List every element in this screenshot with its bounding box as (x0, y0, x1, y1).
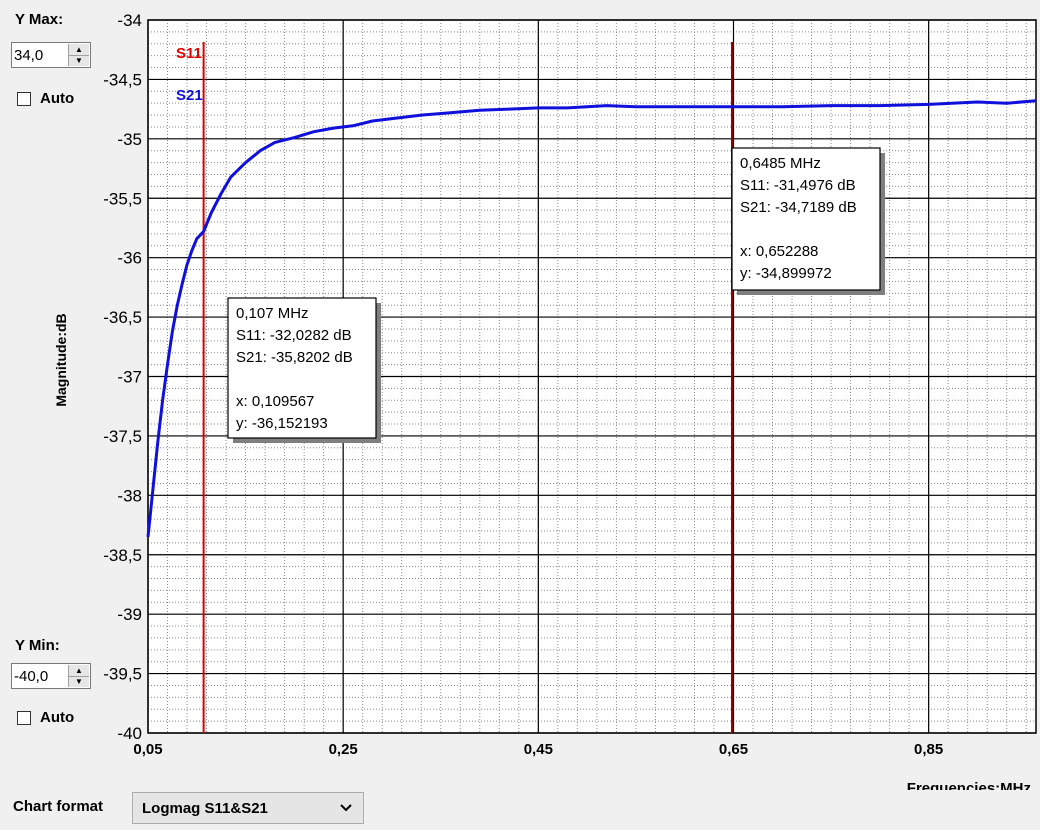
ymax-spin-arrows[interactable]: ▲ ▼ (68, 44, 89, 66)
annotation-line: S11: -32,0282 dB (236, 327, 352, 344)
annotation-line: y: -36,152193 (236, 415, 328, 432)
annotation-panel (227, 297, 377, 439)
y-tick-label: -38 (117, 486, 142, 505)
y-axis-label: Magnitude:dB (53, 313, 69, 406)
y-tick-label: -39 (117, 605, 142, 624)
y-tick-labels: -34 -34,5 -35 -35,5 -36 -36,5 -37 -37,5 -38 -38,5… (103, 11, 142, 743)
spin-down-icon[interactable]: ▼ (75, 676, 83, 686)
y-tick-label: -36 (117, 249, 142, 268)
y-tick-label: -37,5 (103, 427, 142, 446)
annotation-panel (731, 147, 881, 291)
series (146, 99, 1037, 538)
major-grid (147, 19, 1037, 734)
x-tick-label: 0,05 (133, 741, 162, 758)
ymax-input[interactable] (14, 45, 66, 65)
spin-up-icon[interactable]: ▲ (69, 44, 89, 56)
y-tick-label: -36,5 (103, 308, 142, 327)
spin-up-icon[interactable]: ▲ (69, 665, 89, 677)
x-axis-label: Frequencies:MHz (907, 780, 1031, 790)
annotation-line: S21: -35,8202 dB (236, 349, 353, 366)
auto-label: Auto (40, 90, 75, 107)
chart-format-value: Logmag S11&S21 (142, 800, 268, 817)
plot-border (147, 19, 1037, 734)
spin-down-icon[interactable]: ▼ (75, 55, 83, 65)
x-tick-label: 0,25 (329, 741, 358, 758)
y-tick-label: -37 (117, 368, 142, 387)
ymin-spinbox[interactable]: ▲ ▼ (11, 663, 91, 689)
x-tick-label: 0,45 (524, 741, 553, 758)
ymin-spin-arrows[interactable]: ▲ ▼ (68, 665, 89, 687)
chart-format-select[interactable]: Logmag S11&S21 (132, 792, 364, 824)
annotation-line: y: -34,899972 (740, 265, 832, 282)
series-s21-line (146, 99, 1037, 538)
ymax-auto-checkbox[interactable]: Auto (17, 90, 74, 107)
legend-s11: S11 (176, 45, 202, 62)
y-tick-label: -35,5 (103, 189, 142, 208)
x-tick-label: 0,85 (914, 741, 943, 758)
y-tick-label: -34 (117, 11, 142, 30)
y-tick-label: -34,5 (103, 70, 142, 89)
annotation-box: 0,6485 MHz S11: -31,4976 dB S21: -34,7189 … (731, 147, 885, 295)
x-tick-labels: 0,05 0,25 0,45 0,65 0,85 (133, 741, 943, 758)
chart-format-label: Chart format (13, 798, 104, 815)
annotation-line: x: 0,109567 (236, 393, 314, 410)
annotation-line: 0,6485 MHz (740, 155, 821, 172)
ymin-label: Y Min: (15, 637, 60, 654)
y-tick-label: -35 (117, 130, 142, 149)
annotation-line: S11: -31,4976 dB (740, 177, 856, 194)
checkbox-icon[interactable] (17, 710, 31, 725)
annotation-box: 0,107 MHz S11: -32,0282 dB S21: -35,8202 d… (227, 297, 381, 443)
ymin-input[interactable] (14, 666, 66, 686)
ymax-spinbox[interactable]: ▲ ▼ (11, 42, 91, 68)
ymin-auto-checkbox[interactable]: Auto (17, 709, 74, 726)
annotations: 0,107 MHz S11: -32,0282 dB S21: -35,8202 d… (227, 147, 885, 443)
ymax-label: Y Max: (15, 11, 64, 28)
checkbox-icon[interactable] (17, 91, 31, 106)
x-tick-label: 0,65 (719, 741, 748, 758)
auto-label: Auto (40, 709, 75, 726)
annotation-line: S21: -34,7189 dB (740, 199, 857, 216)
y-tick-label: -39,5 (103, 665, 142, 684)
annotation-line: 0,107 MHz (236, 305, 309, 322)
y-tick-label: -40 (117, 724, 142, 743)
legend-s21: S21 (176, 87, 203, 104)
y-tick-label: -38,5 (103, 546, 142, 565)
chart: -34 -34,5 -35 -35,5 -36 -36,5 -37 -37,5 -38 -38,5… (53, 11, 1037, 790)
annotation-line: x: 0,652288 (740, 243, 818, 260)
chevron-down-icon[interactable] (339, 799, 353, 821)
legend: S11 S21 (176, 45, 203, 104)
